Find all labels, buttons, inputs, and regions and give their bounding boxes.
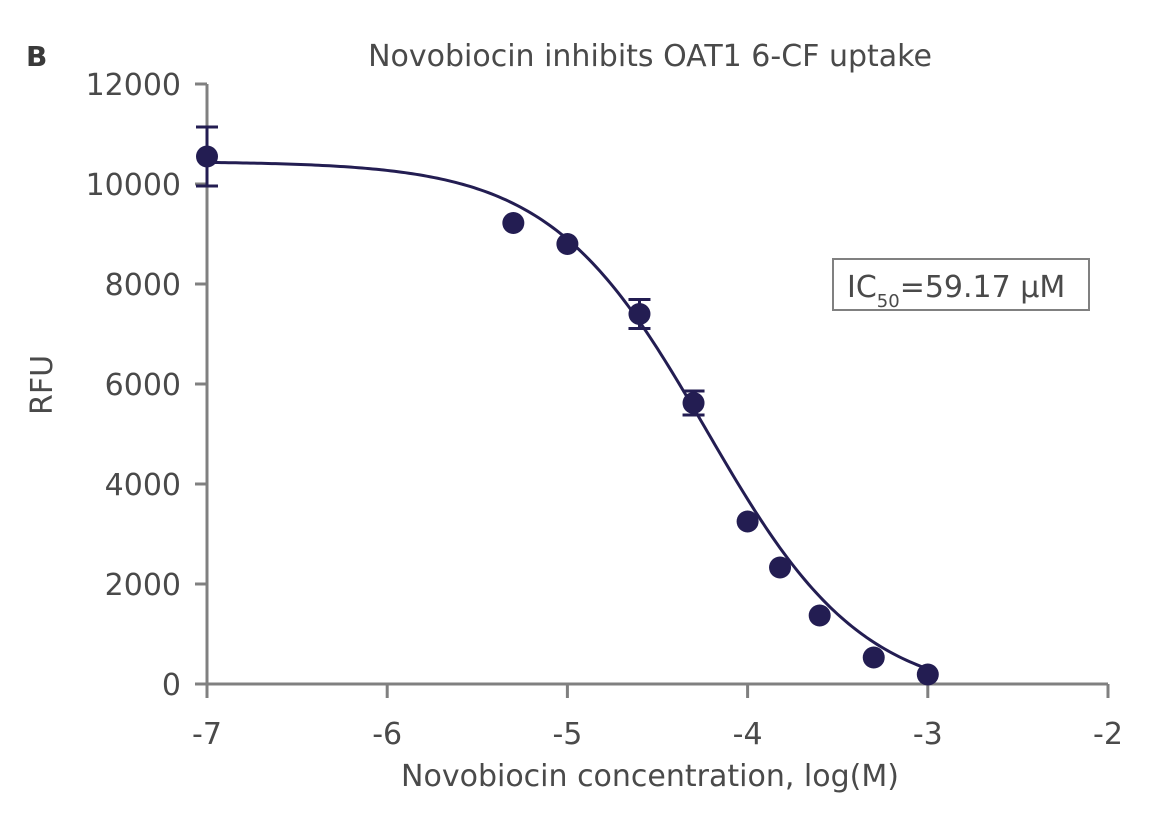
panel-letter: B bbox=[26, 40, 47, 73]
x-tick-label: -2 bbox=[1093, 717, 1123, 752]
y-tick-label: 2000 bbox=[105, 568, 181, 603]
data-point bbox=[196, 145, 218, 168]
y-axis: 0 2000 4000 6000 8000 10000 12000 bbox=[86, 68, 209, 703]
ic50-annotation-text: IC50=59.17 µM bbox=[847, 270, 1065, 312]
data-point bbox=[556, 233, 579, 255]
ic50-label-main: IC bbox=[847, 270, 877, 305]
y-axis-label: RFU bbox=[25, 355, 60, 415]
data-point bbox=[808, 604, 831, 627]
data-point bbox=[628, 303, 651, 325]
x-axis-label: Novobiocin concentration, log(M) bbox=[401, 759, 899, 794]
ic50-label-value: =59.17 µM bbox=[900, 270, 1066, 305]
y-tick-label: 12000 bbox=[86, 68, 181, 103]
data-point bbox=[682, 392, 705, 414]
data-point bbox=[916, 663, 939, 686]
ic50-annotation-box bbox=[832, 258, 1090, 311]
ic50-label-sub: 50 bbox=[877, 291, 900, 312]
data-point bbox=[736, 510, 759, 533]
ic50-annotation: IC50=59.17 µM bbox=[832, 258, 1090, 312]
data-point bbox=[769, 556, 792, 579]
x-tick-label: -6 bbox=[372, 717, 402, 752]
y-tick-label: 6000 bbox=[105, 368, 181, 403]
y-tick-label: 10000 bbox=[86, 168, 181, 203]
chart-title: Novobiocin inhibits OAT1 6-CF uptake bbox=[368, 39, 932, 74]
data-point bbox=[502, 212, 525, 234]
data-points-group bbox=[196, 125, 939, 686]
x-tick-label: -7 bbox=[192, 717, 222, 752]
y-tick-label: 4000 bbox=[105, 468, 181, 503]
x-tick-label: -3 bbox=[913, 717, 943, 752]
data-point bbox=[862, 646, 885, 669]
x-tick-label: -5 bbox=[552, 717, 582, 752]
x-axis: -7 -6 -5 -4 -3 -2 bbox=[192, 682, 1123, 752]
y-tick-label: 8000 bbox=[105, 268, 181, 303]
y-tick-label: 0 bbox=[162, 668, 181, 703]
x-tick-label: -4 bbox=[733, 717, 763, 752]
